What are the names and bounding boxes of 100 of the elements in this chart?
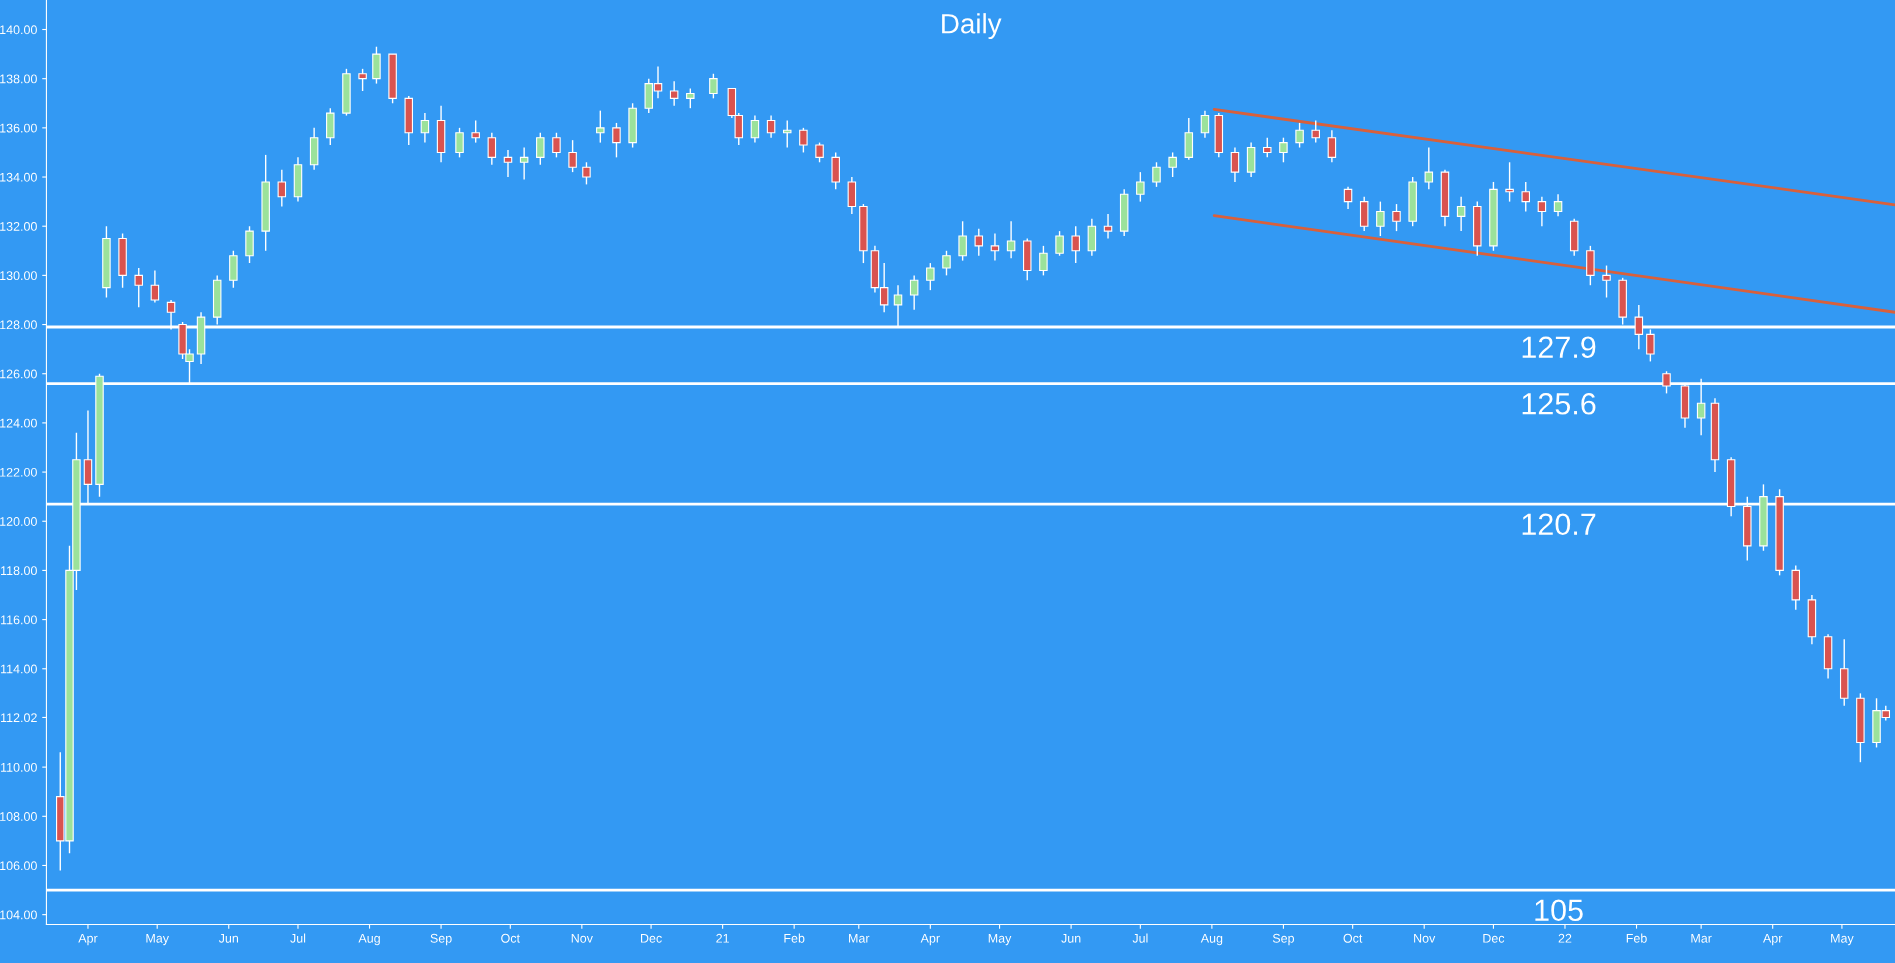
- x-tick-label: 22: [1558, 933, 1572, 943]
- candlestick: [990, 232, 1000, 262]
- candlestick: [1200, 109, 1210, 139]
- x-tick-label: Feb: [784, 933, 805, 943]
- candlestick: [1230, 146, 1240, 183]
- y-tick-label: 122.00: [0, 467, 37, 477]
- candlestick: [536, 132, 545, 166]
- y-tick-label: 104.00: [0, 910, 37, 920]
- x-tick-label: May: [1831, 933, 1854, 946]
- candlestick: [568, 139, 577, 173]
- ref-line-label: 105: [1535, 899, 1583, 922]
- candlestick: [1602, 264, 1611, 299]
- candlestick: [815, 141, 824, 163]
- candlestick: [1136, 171, 1145, 203]
- y-tick-label: 136.00: [0, 123, 37, 133]
- x-tick-label: Mar: [849, 933, 870, 943]
- candlestick: [519, 146, 529, 181]
- candlestick: [1295, 122, 1304, 149]
- candlestick: [669, 80, 679, 107]
- candlestick: [686, 87, 695, 109]
- y-tick-label: 124.00: [0, 418, 37, 428]
- candlestick: [1279, 136, 1288, 163]
- candlestick: [612, 122, 621, 159]
- x-tick-label: Nov: [571, 933, 593, 943]
- candlestick: [420, 112, 430, 144]
- candlestick: [471, 119, 480, 144]
- candlestick: [958, 220, 967, 262]
- candlestick: [942, 250, 951, 277]
- x-tick-label: Dec: [640, 933, 662, 943]
- x-tick-label: Jul: [290, 933, 306, 943]
- y-tick-label: 110.00: [1, 762, 37, 772]
- candlestick: [596, 109, 605, 144]
- x-tick-label: Feb: [1626, 933, 1647, 943]
- candlestick: [974, 227, 984, 257]
- candlestick: [1263, 136, 1272, 159]
- y-tick-label: 112.02: [1, 713, 37, 723]
- x-tick-label: Oct: [501, 933, 520, 943]
- x-tick-label: Sep: [430, 933, 452, 946]
- candlestick: [926, 262, 935, 291]
- candlestick: [277, 168, 287, 208]
- y-tick-label: 108.00: [0, 812, 37, 821]
- y-tick-label: 126.00: [0, 369, 37, 379]
- candlestick: [709, 73, 718, 100]
- candlestick: [1039, 245, 1048, 277]
- x-tick-label: May: [988, 933, 1012, 946]
- x-tick-label: Apr: [920, 933, 940, 946]
- candlestick: [552, 132, 561, 159]
- candlestick: [1152, 161, 1161, 188]
- candlestick: [487, 132, 497, 166]
- candlestick: [582, 161, 591, 186]
- candlestick: [909, 274, 919, 311]
- x-tick-label: Mar: [1691, 933, 1712, 943]
- candlestick: [1553, 193, 1563, 218]
- candlestick: [150, 269, 160, 304]
- y-tick-label: 128.00: [0, 320, 37, 330]
- x-tick-label: May: [146, 933, 169, 946]
- x-tick-label: Nov: [1414, 933, 1436, 943]
- ref-line-label: 125.6: [1522, 392, 1596, 415]
- x-tick-label: Jun: [1061, 933, 1081, 943]
- candlestick: [1521, 181, 1530, 213]
- candlestick: [1456, 196, 1466, 232]
- candlestick: [1424, 146, 1434, 191]
- candlestick: [782, 119, 792, 149]
- candlestick: [1376, 200, 1385, 237]
- x-tick-label: Jun: [218, 933, 239, 943]
- candlestick: [1168, 151, 1177, 178]
- candlestick: [1537, 196, 1547, 227]
- x-tick-label: Jul: [1132, 933, 1148, 943]
- x-tick-label: Oct: [1343, 933, 1363, 943]
- candlestick: [358, 68, 367, 92]
- candlestick: [1343, 186, 1353, 210]
- candlestick: [1055, 230, 1064, 257]
- ref-line-label: 127.9: [1522, 336, 1596, 359]
- x-tick-label: Sep: [1272, 933, 1295, 946]
- candlestick: [750, 114, 760, 144]
- candlestick: [1392, 203, 1401, 232]
- candlestick: [1071, 225, 1080, 264]
- y-tick-label: 106.00: [0, 861, 37, 871]
- y-tick-label: 138.00: [0, 74, 37, 84]
- candlestick: [455, 127, 464, 159]
- ref-line-label: 120.7: [1522, 513, 1596, 536]
- x-tick-label: Dec: [1483, 933, 1505, 943]
- y-tick-label: 114.00: [1, 664, 37, 674]
- candlestick: [1327, 129, 1337, 163]
- x-tick-label: Apr: [1762, 933, 1783, 946]
- candlestick: [1311, 119, 1320, 144]
- y-tick-label: 130.00: [0, 271, 37, 281]
- x-tick-label: Aug: [358, 933, 380, 946]
- candlestick: [1103, 213, 1113, 240]
- candlestick: [799, 127, 808, 154]
- y-tick-label: 116.00: [1, 615, 37, 625]
- candlestick: [766, 114, 776, 139]
- y-tick-label: 140.00: [0, 25, 37, 35]
- candlestick: [1006, 220, 1016, 259]
- candlestick: [503, 149, 513, 178]
- y-tick-label: 134.00: [0, 172, 37, 182]
- y-tick-label: 120.00: [0, 517, 37, 526]
- y-tick-label: 132.00: [0, 222, 37, 231]
- candlestick: [1505, 161, 1514, 203]
- y-tick-label: 118.00: [1, 566, 37, 576]
